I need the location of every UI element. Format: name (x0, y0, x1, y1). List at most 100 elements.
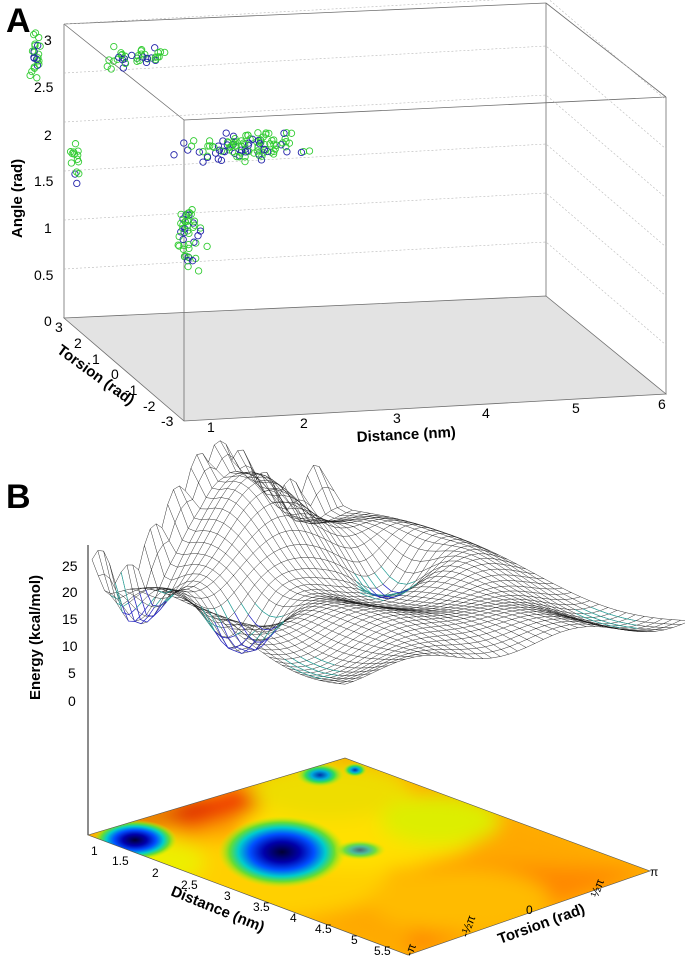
mesh-low-energy-segment (380, 566, 390, 578)
scatter-point-green (208, 142, 217, 151)
torsion-tick: π (650, 865, 658, 879)
mesh-low-energy-segment (374, 572, 384, 585)
mesh-low-energy-segment (592, 617, 602, 622)
x-tick: 4 (482, 405, 490, 421)
mesh-low-energy-segment (574, 609, 585, 615)
scatter-point-green (196, 224, 205, 232)
distance-tick: 4.5 (315, 922, 332, 936)
mesh-low-energy-segment (360, 575, 370, 589)
mesh-line-torsion (224, 558, 517, 627)
mesh-low-energy-segment (214, 625, 222, 628)
mesh-low-energy-segment (159, 601, 168, 611)
z-tick: 2 (44, 127, 52, 143)
distance-tick: 1 (91, 844, 98, 858)
scatter-point-green (271, 145, 279, 153)
gridline (63, 45, 667, 150)
mesh-low-energy-segment (315, 676, 322, 680)
distance-tick: 2 (152, 866, 159, 880)
mesh-line-torsion (117, 471, 362, 618)
scatter-point-green (185, 209, 194, 217)
energy-tick: 15 (62, 611, 78, 627)
mesh-line-torsion (155, 521, 417, 599)
y-tick: 0 (111, 366, 119, 382)
mesh-line-torsion (91, 440, 326, 584)
scatter-point-green (232, 142, 240, 150)
heatmap-minimum-back (296, 763, 344, 787)
scatter-point-blue (297, 148, 306, 157)
x-tick: 5 (572, 400, 580, 416)
x-tick: 2 (300, 415, 308, 431)
mesh-low-energy-segment (248, 649, 256, 653)
mesh-low-energy-segment (626, 618, 637, 622)
scatter-point-blue (260, 145, 268, 154)
mesh-low-energy-segment (241, 648, 249, 654)
scatter-point-blue (241, 148, 250, 156)
mesh-low-energy-segment (227, 619, 236, 634)
mesh-low-energy-segment (377, 595, 387, 600)
mesh-low-energy-segment (248, 630, 256, 638)
scatter-point-green (281, 135, 289, 143)
scatter-point-blue (217, 156, 226, 165)
scatter-point-green (36, 42, 44, 50)
mesh-line-torsion (262, 590, 572, 656)
mesh-line-torsion (218, 553, 508, 628)
mesh-low-energy-segment (255, 623, 263, 630)
scatter-point-green (205, 137, 214, 145)
scatter-point-green (74, 151, 82, 159)
scatter-point-blue (180, 139, 188, 147)
panel-a: A 3 2.5 2 1.5 1 0.5 0 3 2 (6, 0, 668, 446)
mesh-low-energy-segment (121, 604, 129, 622)
mesh-low-energy-segment (610, 623, 620, 626)
mesh-low-energy-segment (254, 603, 263, 612)
mesh-low-energy-segment (305, 665, 313, 670)
scatter-point-blue (143, 54, 151, 63)
mesh-line-torsion (300, 609, 627, 676)
scatter-point-green (266, 140, 274, 148)
mesh-line-distance (109, 563, 371, 676)
mesh-low-energy-segment (241, 648, 249, 653)
mesh-line-distance (155, 523, 440, 656)
mesh-low-energy-segment (331, 674, 339, 676)
mesh-low-energy-segment (306, 660, 314, 665)
mesh-low-energy-segment (207, 620, 215, 626)
scatter-point-green (35, 33, 43, 42)
mesh-low-energy-segment (221, 636, 228, 639)
mesh-low-energy-segment (394, 591, 404, 598)
mesh-low-energy-segment (228, 647, 236, 652)
mesh-low-energy-segment (617, 616, 628, 620)
mesh-low-energy-segment (248, 635, 256, 643)
mesh-low-energy-segment (207, 617, 215, 631)
mesh-line-torsion (269, 595, 581, 660)
mesh-low-energy-segment (333, 669, 340, 672)
scatter-point-blue (118, 56, 127, 64)
mesh-low-energy-segment (584, 617, 594, 622)
mesh-low-energy-segment (276, 615, 284, 618)
scatter-point-green (179, 245, 188, 253)
y-tick: 3 (55, 319, 63, 335)
mesh-low-energy-segment (115, 590, 123, 613)
gridline (63, 143, 667, 248)
distance-tick: 5.5 (374, 944, 391, 958)
heatmap-basin-green (334, 840, 386, 860)
mesh-low-energy-segment (221, 636, 229, 649)
scatter-point-green (184, 262, 192, 271)
mesh-line-distance (120, 572, 389, 669)
mesh-low-energy-segment (398, 582, 407, 585)
gridline (63, 241, 667, 346)
mesh-low-energy-segment (627, 623, 637, 626)
mesh-low-energy-segment (227, 637, 236, 647)
torsion-tick: -π (402, 942, 419, 958)
mesh-line-torsion (275, 598, 590, 664)
mesh-line-torsion (250, 580, 554, 646)
scatter-point-green (254, 129, 262, 137)
mesh-line-distance (132, 564, 406, 660)
panel-b-label: B (6, 478, 31, 516)
gridline (63, 94, 667, 199)
mesh-low-energy-segment (308, 674, 316, 678)
mesh-low-energy-segment (298, 662, 306, 667)
mesh-low-energy-segment (241, 644, 249, 648)
mesh-low-energy-segment (601, 620, 611, 624)
gridline (63, 192, 667, 297)
mesh-low-energy-segment (599, 610, 610, 615)
x-tick: 6 (658, 396, 666, 412)
